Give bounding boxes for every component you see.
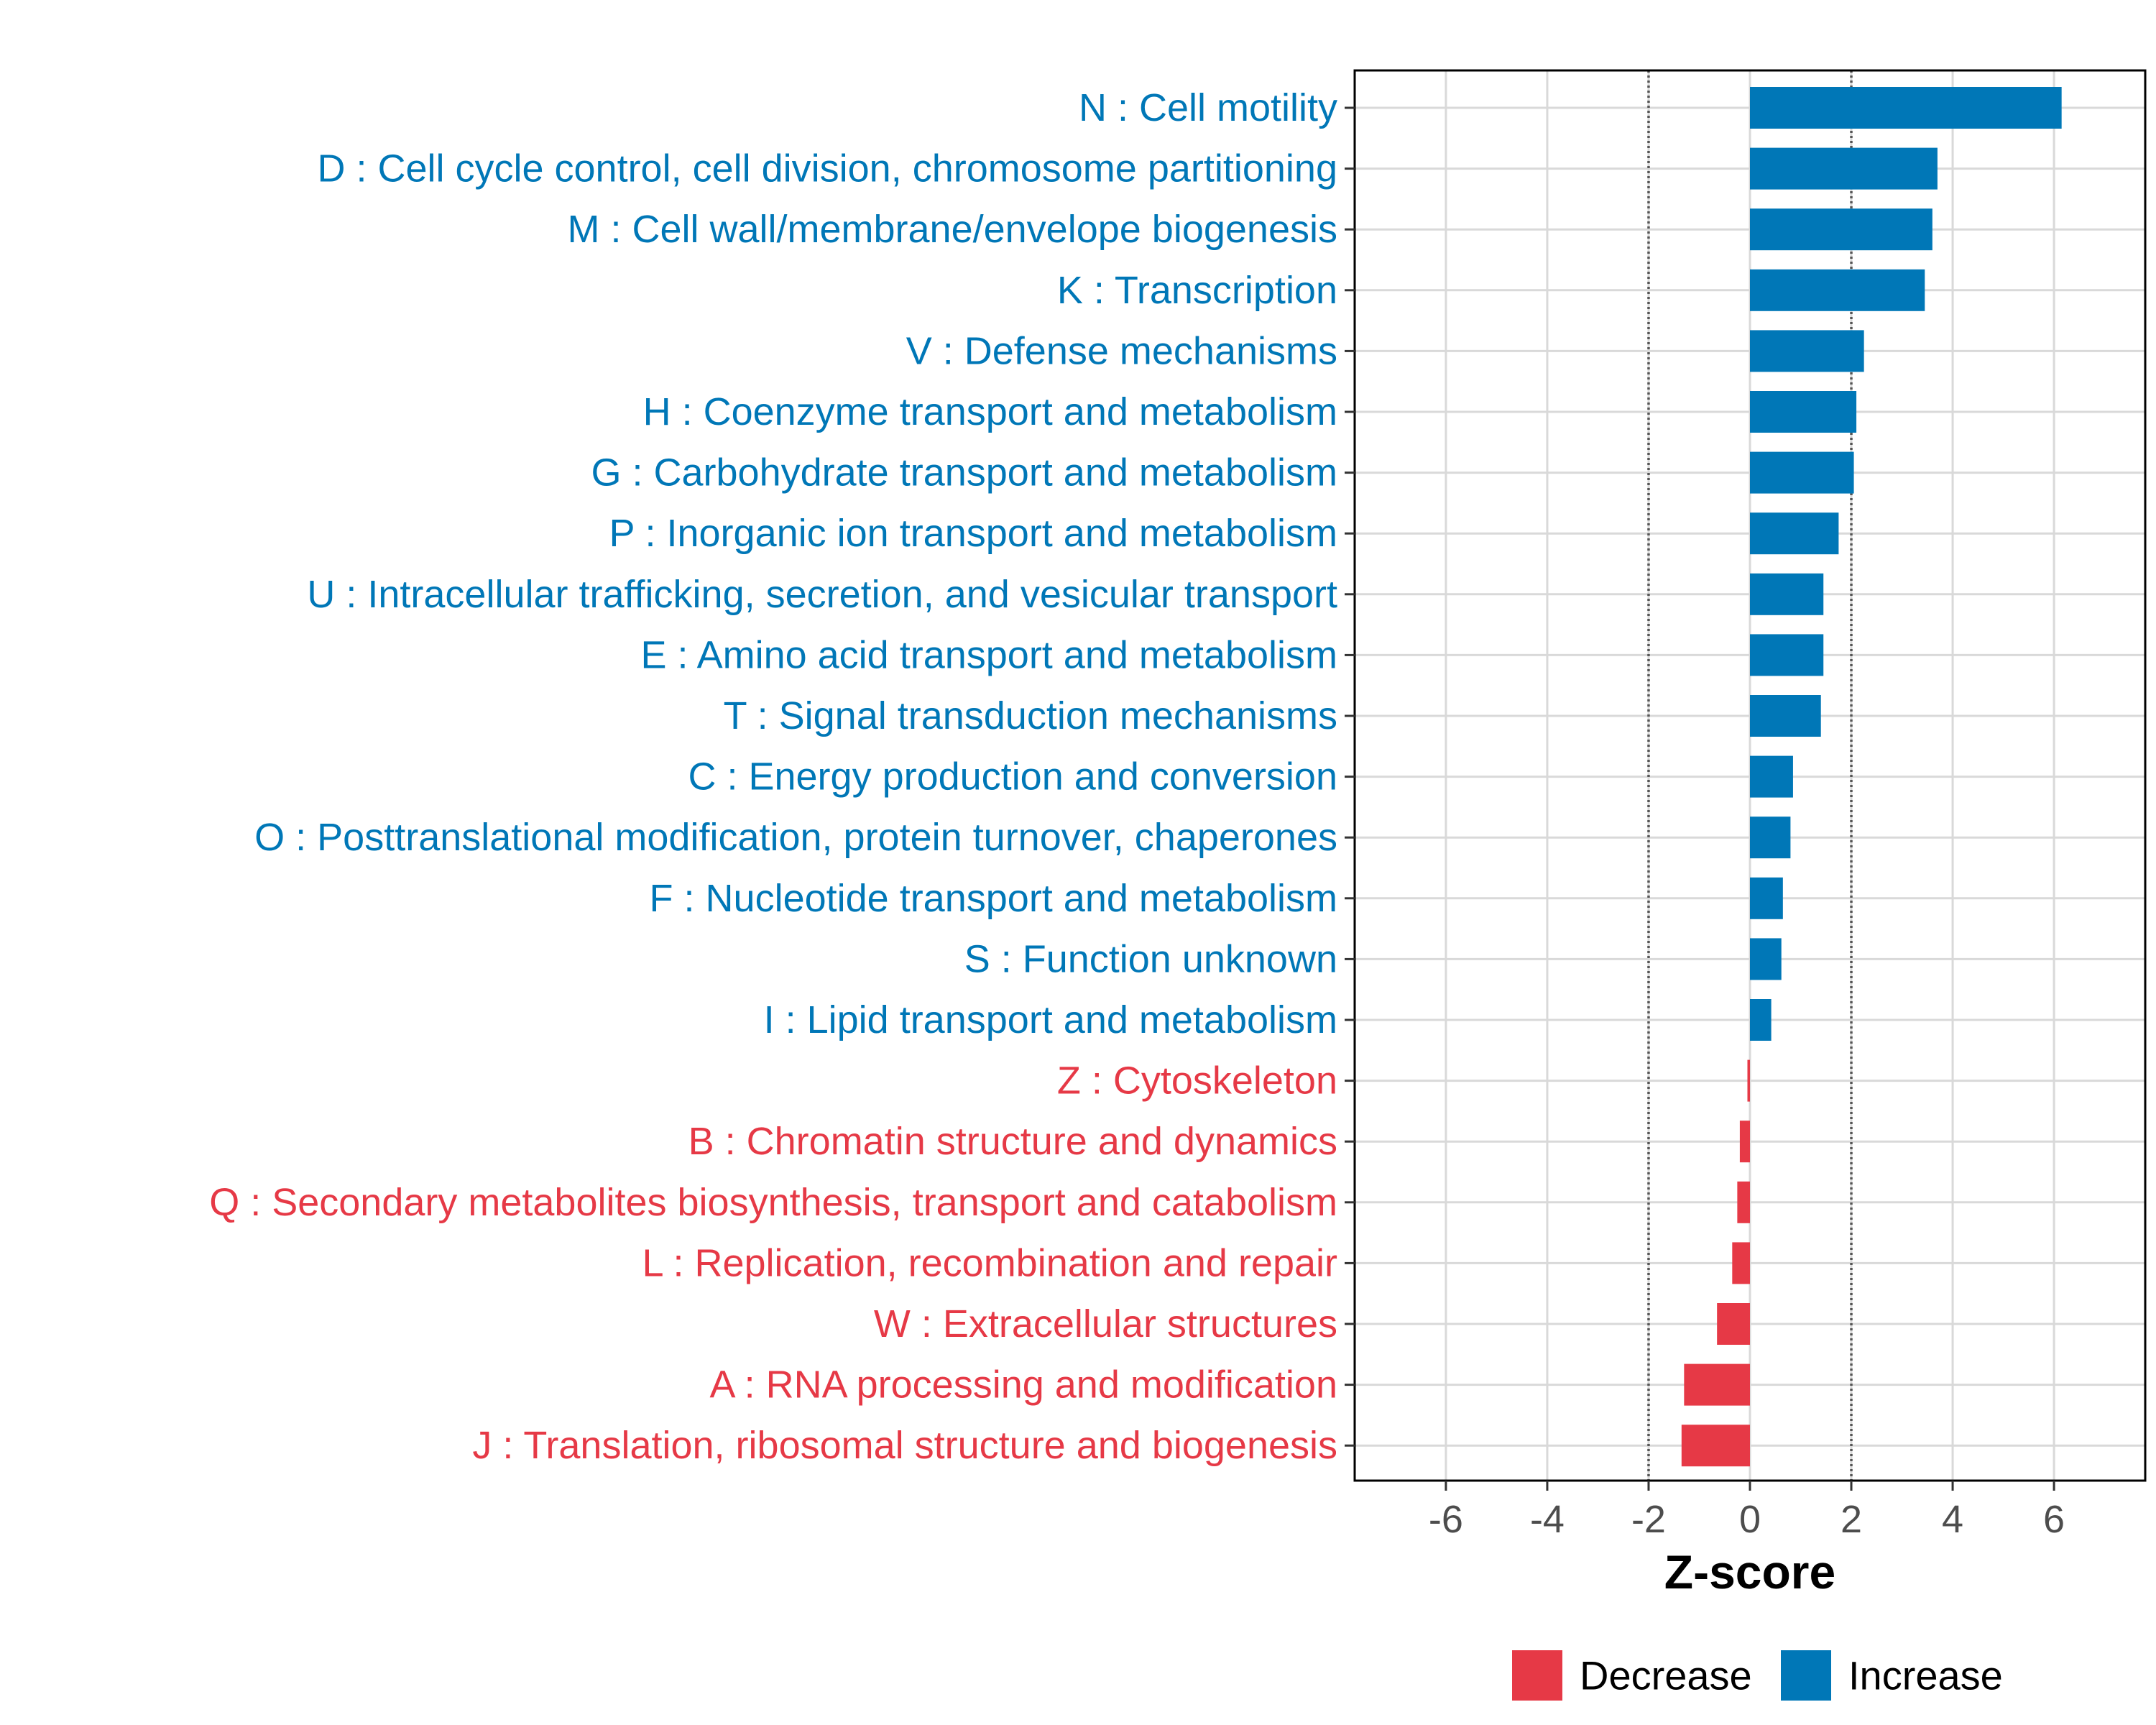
category-label-6: G : Carbohydrate transport and metabolis… xyxy=(591,451,1338,494)
bar-17 xyxy=(1739,1121,1750,1163)
bar-22 xyxy=(1681,1425,1750,1467)
x-tick-label-5: 4 xyxy=(1942,1498,1963,1541)
category-label-16: Z : Cytoskeleton xyxy=(1057,1059,1337,1103)
category-label-1: D : Cell cycle control, cell division, c… xyxy=(317,147,1337,190)
category-label-14: S : Function unknown xyxy=(964,937,1337,980)
bar-20 xyxy=(1717,1303,1750,1345)
category-label-4: V : Defense mechanisms xyxy=(906,329,1337,372)
category-label-18: Q : Secondary metabolites biosynthesis, … xyxy=(209,1181,1337,1224)
category-label-21: A : RNA processing and modification xyxy=(710,1363,1337,1407)
category-label-3: K : Transcription xyxy=(1057,269,1337,312)
bar-3 xyxy=(1750,269,1925,311)
bar-7 xyxy=(1750,512,1839,555)
category-label-17: B : Chromatin structure and dynamics xyxy=(688,1120,1337,1163)
legend: Decrease Increase xyxy=(1512,1650,2003,1701)
category-label-8: U : Intracellular trafficking, secretion… xyxy=(307,573,1337,616)
category-label-5: H : Coenzyme transport and metabolism xyxy=(643,390,1337,433)
x-tick-label-4: 2 xyxy=(1841,1498,1862,1541)
category-label-22: J : Translation, ribosomal structure and… xyxy=(472,1424,1337,1467)
category-label-13: F : Nucleotide transport and metabolism xyxy=(650,877,1337,920)
category-label-0: N : Cell motility xyxy=(1079,86,1337,129)
legend-key-increase xyxy=(1781,1650,1831,1701)
bar-2 xyxy=(1750,208,1932,251)
category-label-7: P : Inorganic ion transport and metaboli… xyxy=(609,512,1337,555)
bar-1 xyxy=(1750,147,1938,190)
legend-key-decrease xyxy=(1512,1650,1562,1701)
legend-label-increase: Increase xyxy=(1848,1653,2003,1698)
bar-6 xyxy=(1750,451,1854,494)
bar-0 xyxy=(1750,87,2062,129)
x-tick-label-3: 0 xyxy=(1739,1498,1761,1541)
category-label-12: O : Posttranslational modification, prot… xyxy=(254,816,1337,859)
bar-9 xyxy=(1750,634,1824,676)
bar-19 xyxy=(1732,1242,1750,1284)
category-label-15: I : Lipid transport and metabolism xyxy=(764,998,1337,1041)
category-label-20: W : Extracellular structures xyxy=(874,1302,1337,1346)
category-label-11: C : Energy production and conversion xyxy=(688,755,1337,799)
bar-18 xyxy=(1737,1181,1750,1223)
x-tick-label-2: -2 xyxy=(1631,1498,1666,1541)
bars xyxy=(1681,87,2062,1467)
x-axis-ticks: -6 -4 -2 0 2 4 6 xyxy=(1429,1481,2065,1541)
threshold-lines xyxy=(1647,70,1853,1481)
x-axis-title: Z-score xyxy=(1664,1545,1835,1598)
bar-14 xyxy=(1750,938,1782,980)
bar-5 xyxy=(1750,391,1857,433)
x-tick-label-1: -4 xyxy=(1530,1498,1565,1541)
x-tick-label-0: -6 xyxy=(1429,1498,1463,1541)
y-axis-category-labels: N : Cell motility D : Cell cycle control,… xyxy=(209,86,1337,1467)
bar-12 xyxy=(1750,816,1791,859)
bar-8 xyxy=(1750,573,1824,615)
bar-16 xyxy=(1747,1059,1750,1102)
bar-13 xyxy=(1750,877,1783,919)
category-label-2: M : Cell wall/membrane/envelope biogenes… xyxy=(567,208,1337,251)
bar-11 xyxy=(1750,755,1793,798)
legend-label-decrease: Decrease xyxy=(1580,1653,1752,1698)
x-tick-label-6: 6 xyxy=(2043,1498,2065,1541)
category-label-9: E : Amino acid transport and metabolism xyxy=(641,633,1337,676)
bar-15 xyxy=(1750,999,1772,1041)
bar-10 xyxy=(1750,695,1821,737)
bar-21 xyxy=(1684,1363,1750,1406)
bar-4 xyxy=(1750,330,1864,372)
category-label-19: L : Replication, recombination and repai… xyxy=(642,1241,1337,1284)
category-label-10: T : Signal transduction mechanisms xyxy=(724,694,1337,737)
y-axis-ticks xyxy=(1345,106,1355,1447)
